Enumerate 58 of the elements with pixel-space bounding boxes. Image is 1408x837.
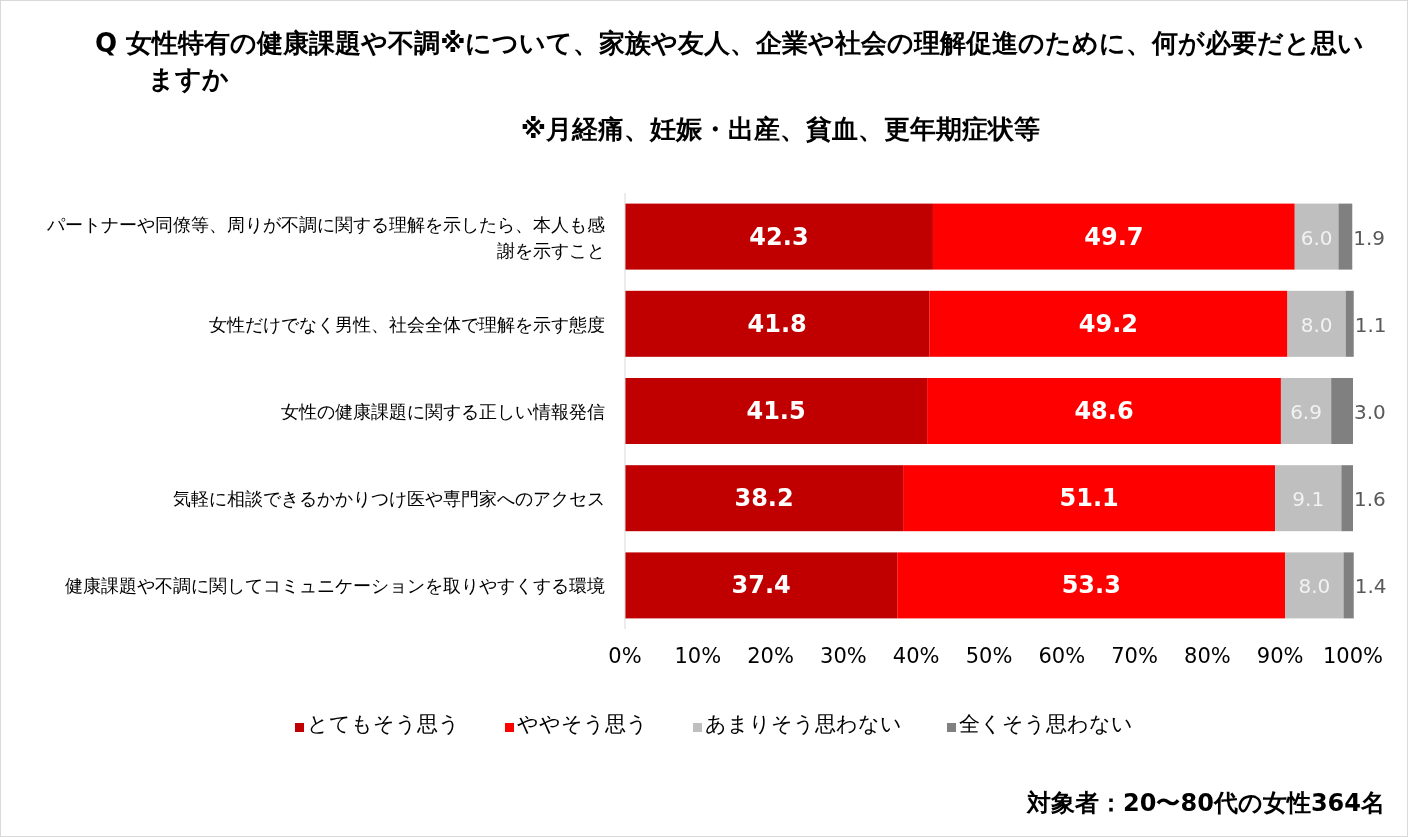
data-label: 49.2 (1078, 309, 1138, 338)
bar (927, 378, 1281, 444)
data-label: 37.4 (731, 571, 791, 600)
bar (929, 290, 1288, 357)
bar (1280, 378, 1332, 444)
bar (1343, 552, 1354, 619)
bar (903, 465, 1276, 532)
bar (625, 378, 928, 444)
x-tick-label: 30% (820, 644, 867, 668)
bar (897, 552, 1286, 619)
bar (625, 552, 898, 619)
data-label: 41.8 (747, 309, 807, 338)
data-label: 1.4 (1354, 574, 1387, 599)
bar (625, 203, 933, 270)
bar (1345, 290, 1354, 357)
legend-label: とてもそう思う (307, 712, 460, 736)
data-label: 42.3 (749, 222, 809, 251)
x-tick-label: 100% (1322, 644, 1384, 668)
bar (1285, 552, 1344, 619)
bar (1287, 290, 1346, 357)
data-label: 1.6 (1354, 487, 1386, 512)
x-tick-label: 0% (608, 644, 642, 668)
bar (1294, 203, 1339, 270)
data-label: 41.5 (746, 397, 806, 425)
data-label: 48.6 (1074, 397, 1134, 425)
bar (1338, 203, 1353, 270)
bar (1341, 465, 1353, 532)
x-tick-label: 80% (1184, 644, 1231, 668)
x-tick-label: 10% (674, 644, 722, 668)
x-tick-label: 90% (1256, 644, 1304, 668)
x-tick-label: 40% (892, 644, 940, 668)
y-tick-label: 健康課題や不調に関してコミュニケーションを取りやすくする環境 (65, 575, 605, 597)
x-tick-label: 60% (1038, 644, 1086, 668)
chart-subtitle: ※月経痛、妊娠・出産、貧血、更年期症状等 (520, 114, 1040, 144)
bar (625, 290, 930, 357)
chart-title: Q 女性特有の健康課題や不調※について、家族や友人、企業や社会の理解促進のために、何が必要だと思いますか (95, 28, 1365, 94)
y-tick-label: 気軽に相談できるかかりつけ医や専門家へのアクセス (173, 488, 605, 510)
data-label: 53.3 (1061, 571, 1121, 600)
data-label: 38.2 (734, 484, 794, 513)
legend-label: ややそう思う (517, 712, 648, 736)
bar (932, 203, 1295, 270)
y-tick-label: パートナーや同僚等、周りが不調に関する理解を示したら、本人も感謝を示すこと (46, 213, 605, 261)
data-label: 1.9 (1353, 225, 1386, 250)
text: 対象者：20〜80代の女性364名 (1026, 789, 1385, 817)
x-tick-label: 20% (747, 644, 794, 668)
bar (625, 465, 904, 532)
x-tick-label: 70% (1111, 644, 1158, 668)
legend-label: あまりそう思わない (705, 712, 902, 736)
y-tick-label: 女性だけでなく男性、社会全体で理解を示す態度 (209, 313, 605, 335)
legend-label: 全くそう思わない (959, 712, 1133, 736)
data-label: 51.1 (1059, 484, 1119, 513)
data-label: 3.0 (1354, 400, 1386, 424)
x-tick-label: 50% (965, 644, 1013, 668)
y-tick-label: 女性の健康課題に関する正しい情報発信 (281, 401, 605, 422)
bar (1331, 378, 1353, 444)
data-label: 49.7 (1084, 222, 1144, 251)
data-label: 1.1 (1354, 312, 1387, 337)
bar (1275, 465, 1342, 532)
